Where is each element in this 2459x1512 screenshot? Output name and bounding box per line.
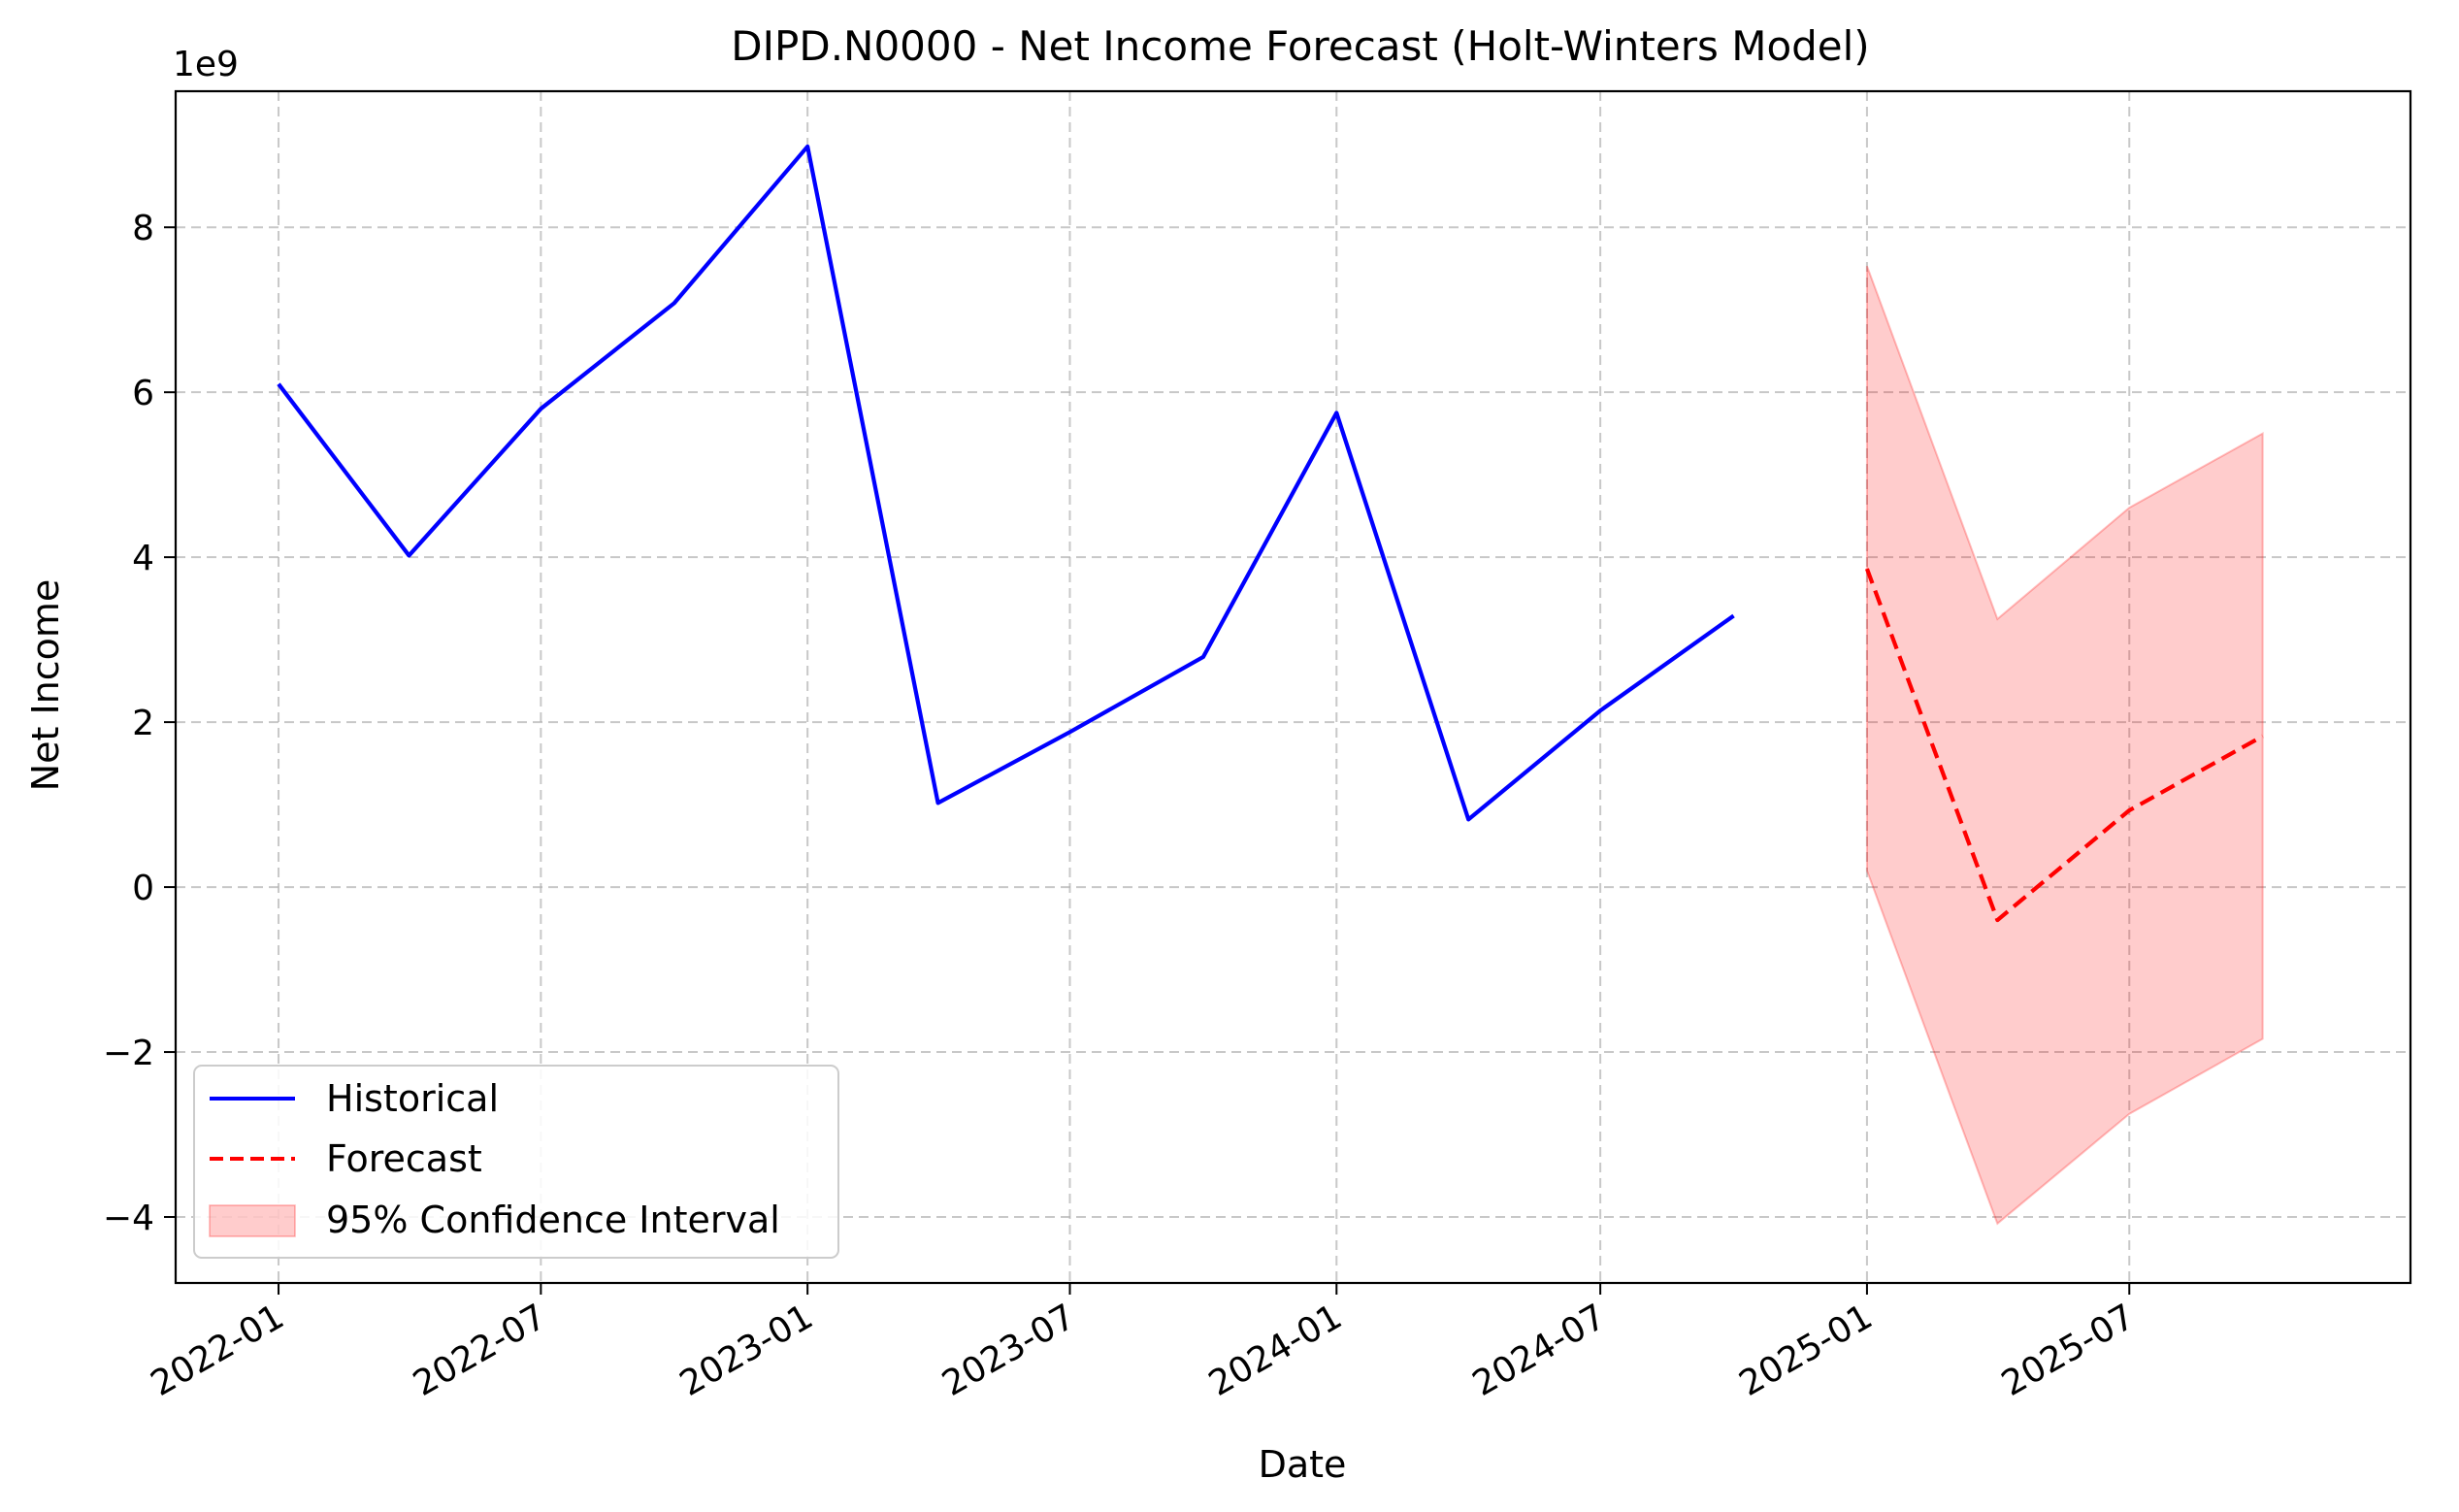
y-tick-label: 2 bbox=[132, 704, 154, 743]
confidence-band bbox=[1865, 265, 2264, 1226]
confidence-band-layer bbox=[1865, 265, 2264, 1226]
grid-lines bbox=[176, 91, 2410, 1283]
y-tick-label: 6 bbox=[132, 374, 154, 413]
y-tick-label: −4 bbox=[103, 1199, 154, 1238]
plot-frame bbox=[174, 89, 2412, 1285]
legend-box bbox=[193, 1065, 839, 1259]
forecast-line bbox=[1864, 568, 2264, 923]
legend: Historical Forecast 95% Confidence Inter… bbox=[193, 1065, 839, 1259]
legend-forecast-label: Forecast bbox=[326, 1137, 482, 1180]
legend-historical-label: Historical bbox=[326, 1077, 499, 1120]
y-tick-label: 0 bbox=[132, 869, 154, 908]
x-axis-label: Date bbox=[1259, 1443, 1347, 1486]
chart-title: DIPD.N0000 - Net Income Forecast (Holt-W… bbox=[731, 22, 1869, 70]
series-layer bbox=[277, 144, 2264, 923]
legend-confidence-swatch bbox=[209, 1204, 296, 1237]
y-offset-label: 1e9 bbox=[173, 45, 239, 84]
historical-line bbox=[277, 144, 1735, 822]
y-tick-label: 4 bbox=[132, 539, 154, 578]
y-axis: −4 −2 0 2 4 6 8 bbox=[103, 209, 176, 1238]
y-tick-label: 8 bbox=[132, 209, 154, 248]
y-tick-label: −2 bbox=[103, 1034, 154, 1073]
legend-confidence-label: 95% Confidence Interval bbox=[326, 1199, 780, 1241]
y-axis-label: Net Income bbox=[24, 579, 67, 792]
